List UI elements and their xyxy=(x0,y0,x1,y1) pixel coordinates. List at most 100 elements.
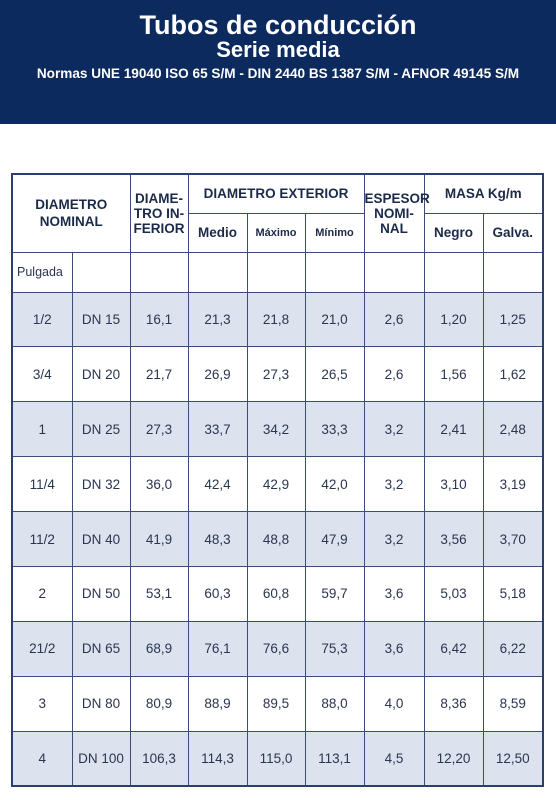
header-negro: Negro xyxy=(423,212,484,253)
table-row: 3/4 DN 20 21,7 26,9 27,3 26,5 2,6 1,56 1,62 xyxy=(11,346,544,403)
cell-maximo: 76,6 xyxy=(246,620,306,677)
cell-espesor: 3,6 xyxy=(363,565,425,622)
table-row: 11/4 DN 32 36,0 42,4 42,9 42,0 3,2 3,10 3,19 xyxy=(11,456,544,513)
cell-espesor: 2,6 xyxy=(363,346,425,403)
cell-negro: 3,56 xyxy=(423,511,484,567)
cell-minimo: 47,9 xyxy=(304,511,365,567)
cell-negro: 1,56 xyxy=(423,346,484,403)
cell-galva: 1,62 xyxy=(482,346,544,403)
pipe-spec-table: DIAMETRO NOMINAL DIAME- TRO IN- FERIOR D… xyxy=(11,173,545,788)
cell-pulgada: 2 xyxy=(11,565,73,622)
cell-galva: 2,48 xyxy=(482,401,544,458)
cell-galva: 6,22 xyxy=(482,620,544,677)
unit-label-pulgada: Pulgada xyxy=(11,251,73,293)
cell-pulgada: 3/4 xyxy=(11,346,73,403)
cell-negro: 6,42 xyxy=(423,620,484,677)
cell-maximo: 42,9 xyxy=(246,456,306,513)
cell-espesor: 3,6 xyxy=(363,620,425,677)
header-masa: MASA Kg/m xyxy=(423,173,544,214)
cell-maximo: 115,0 xyxy=(246,730,306,787)
cell-interior: 53,1 xyxy=(129,565,189,622)
cell-medio: 33,7 xyxy=(187,401,248,458)
cell-galva: 3,70 xyxy=(482,511,544,567)
cell-medio: 114,3 xyxy=(187,730,248,787)
page-subtitle: Serie media xyxy=(216,37,340,62)
cell-negro: 2,41 xyxy=(423,401,484,458)
cell-dn: DN 100 xyxy=(71,730,131,787)
cell-dn: DN 32 xyxy=(71,456,131,513)
cell-dn: DN 40 xyxy=(71,511,131,567)
cell-dn: DN 50 xyxy=(71,565,131,622)
cell-minimo: 33,3 xyxy=(304,401,365,458)
cell-pulgada: 21/2 xyxy=(11,620,73,677)
cell-pulgada: 1 xyxy=(11,401,73,458)
cell-pulgada: 1/2 xyxy=(11,291,73,348)
cell-negro: 1,20 xyxy=(423,291,484,348)
table-row: 1/2 DN 15 16,1 21,3 21,8 21,0 2,6 1,20 1,25 xyxy=(11,291,544,348)
header-maximo: Máximo xyxy=(246,212,306,253)
cell-negro: 12,20 xyxy=(423,730,484,787)
cell-galva: 3,19 xyxy=(482,456,544,513)
cell-maximo: 21,8 xyxy=(246,291,306,348)
header-espesor-nominal: ESPESOR NOMI- NAL xyxy=(363,173,430,253)
header-diametro-interior: DIAME- TRO IN- FERIOR xyxy=(129,173,189,253)
cell-maximo: 89,5 xyxy=(246,675,306,732)
cell-interior: 36,0 xyxy=(129,456,189,513)
cell-minimo: 26,5 xyxy=(304,346,365,403)
cell-espesor: 3,2 xyxy=(363,511,425,567)
cell-maximo: 48,8 xyxy=(246,511,306,567)
cell-medio: 48,3 xyxy=(187,511,248,567)
cell-galva: 12,50 xyxy=(482,730,544,787)
cell-pulgada: 11/4 xyxy=(11,456,73,513)
cell-minimo: 42,0 xyxy=(304,456,365,513)
cell-espesor: 4,5 xyxy=(363,730,425,787)
cell-galva: 1,25 xyxy=(482,291,544,348)
cell-medio: 21,3 xyxy=(187,291,248,348)
cell-medio: 26,9 xyxy=(187,346,248,403)
cell-pulgada: 3 xyxy=(11,675,73,732)
cell-interior: 27,3 xyxy=(129,401,189,458)
header-medio: Medio xyxy=(187,212,248,253)
table-row: 3 DN 80 80,9 88,9 89,5 88,0 4,0 8,36 8,59 xyxy=(11,675,544,732)
cell-espesor: 3,2 xyxy=(363,401,425,458)
table-row: 4 DN 100 106,3 114,3 115,0 113,1 4,5 12,20 12,50 xyxy=(11,730,544,787)
cell-negro: 3,10 xyxy=(423,456,484,513)
cell-galva: 8,59 xyxy=(482,675,544,732)
cell-minimo: 88,0 xyxy=(304,675,365,732)
cell-minimo: 59,7 xyxy=(304,565,365,622)
cell-interior: 68,9 xyxy=(129,620,189,677)
table-row: 2 DN 50 53,1 60,3 60,8 59,7 3,6 5,03 5,18 xyxy=(11,565,544,622)
cell-minimo: 75,3 xyxy=(304,620,365,677)
table-row: 1 DN 25 27,3 33,7 34,2 33,3 3,2 2,41 2,48 xyxy=(11,401,544,458)
cell-dn: DN 65 xyxy=(71,620,131,677)
cell-espesor: 2,6 xyxy=(363,291,425,348)
cell-medio: 60,3 xyxy=(187,565,248,622)
cell-dn: DN 80 xyxy=(71,675,131,732)
table-row: 11/2 DN 40 41,9 48,3 48,8 47,9 3,2 3,56 3,70 xyxy=(11,511,544,567)
cell-negro: 8,36 xyxy=(423,675,484,732)
cell-negro: 5,03 xyxy=(423,565,484,622)
cell-medio: 76,1 xyxy=(187,620,248,677)
cell-interior: 21,7 xyxy=(129,346,189,403)
header-banner: Tubos de conducción Serie media Normas U… xyxy=(0,0,556,124)
unit-row: Pulgada xyxy=(11,251,544,293)
page-title: Tubos de conducción xyxy=(139,10,417,40)
table-row: 21/2 DN 65 68,9 76,1 76,6 75,3 3,6 6,42 6,22 xyxy=(11,620,544,677)
cell-medio: 42,4 xyxy=(187,456,248,513)
cell-maximo: 27,3 xyxy=(246,346,306,403)
cell-interior: 41,9 xyxy=(129,511,189,567)
cell-galva: 5,18 xyxy=(482,565,544,622)
header-minimo: Mínimo xyxy=(304,212,365,253)
cell-espesor: 4,0 xyxy=(363,675,425,732)
header-galva: Galva. xyxy=(482,212,544,253)
cell-maximo: 34,2 xyxy=(246,401,306,458)
cell-medio: 88,9 xyxy=(187,675,248,732)
header-diametro-exterior: DIAMETRO EXTERIOR xyxy=(187,173,365,214)
cell-dn: DN 15 xyxy=(71,291,131,348)
cell-espesor: 3,2 xyxy=(363,456,425,513)
cell-dn: DN 25 xyxy=(71,401,131,458)
cell-interior: 80,9 xyxy=(129,675,189,732)
cell-maximo: 60,8 xyxy=(246,565,306,622)
standards-line: Normas UNE 19040 ISO 65 S/M - DIN 2440 B… xyxy=(36,66,520,81)
cell-interior: 106,3 xyxy=(129,730,189,787)
